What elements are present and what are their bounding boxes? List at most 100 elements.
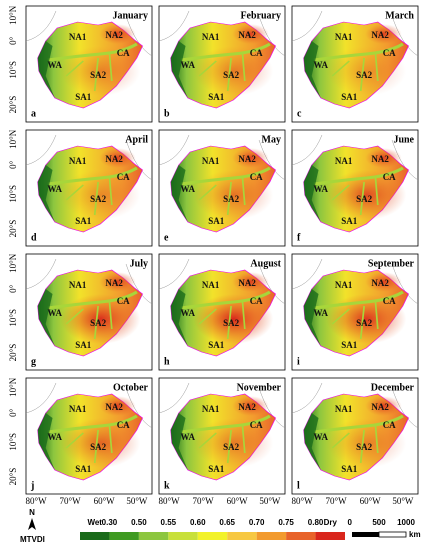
map-panel: November k NA1 NA2 CA WA SA2 SA1: [158, 377, 286, 495]
basin: [303, 145, 409, 233]
dry-area: [326, 418, 407, 468]
region-label: WA: [181, 60, 196, 70]
legend-tick: 0.50: [131, 518, 147, 527]
region-label: NA2: [371, 402, 389, 412]
region-label: NA2: [238, 154, 256, 164]
lon-label: 50°W: [392, 496, 414, 506]
river: [65, 53, 113, 92]
coastline: [291, 134, 419, 181]
region-label: NA1: [335, 32, 353, 42]
scale-unit: km: [409, 530, 421, 539]
region-label: SA2: [356, 194, 373, 204]
month-label: April: [125, 134, 148, 145]
scale-bar: [378, 531, 407, 538]
color-swatch: [138, 532, 169, 540]
lat-label: 10°N: [8, 253, 18, 273]
panel-letter: d: [31, 232, 37, 243]
lat-label: 10°S: [8, 309, 18, 327]
dry-area: [193, 418, 274, 468]
month-label: January: [112, 10, 148, 21]
region-label: CA: [383, 296, 396, 306]
panel-letter: f: [297, 232, 301, 243]
region-label: NA2: [105, 154, 123, 164]
dry-area: [193, 294, 274, 344]
lon-label: 70°W: [60, 496, 82, 506]
dry-area: [60, 418, 141, 468]
lat-label: 0°: [8, 160, 18, 169]
panel-letter: a: [31, 108, 36, 119]
north-label: N: [29, 508, 35, 517]
dry-area: [99, 396, 136, 416]
river: [313, 414, 404, 434]
region-label: SA1: [75, 216, 92, 226]
river: [331, 301, 379, 340]
basin: [170, 269, 276, 357]
panel-letter: c: [297, 108, 302, 119]
region-label: WA: [314, 184, 329, 194]
lon-label: 80°W: [26, 496, 48, 506]
map-panel: May e NA1 NA2 CA WA SA2 SA1: [158, 129, 286, 247]
wet-edge: [37, 413, 55, 470]
month-label: September: [368, 258, 415, 269]
lat-label: 10°S: [8, 61, 18, 79]
region-label: CA: [250, 420, 263, 430]
basin: [37, 269, 143, 357]
dry-area: [365, 272, 402, 292]
region-label: NA2: [238, 30, 256, 40]
region-label: WA: [181, 308, 196, 318]
river: [198, 425, 246, 464]
region-label: CA: [250, 296, 263, 306]
wet-edge: [303, 165, 321, 222]
panel-letter: j: [30, 480, 34, 491]
color-swatch: [256, 532, 287, 540]
month-label: November: [237, 382, 282, 393]
region-label: NA1: [69, 156, 87, 166]
region-label: NA2: [105, 402, 123, 412]
region-label: SA2: [223, 318, 240, 328]
region-label: CA: [117, 48, 130, 58]
wet-edge: [303, 413, 321, 470]
color-swatch: [109, 532, 139, 540]
lon-label: 70°W: [326, 496, 348, 506]
month-label: December: [371, 382, 415, 393]
legend-tick: 0.65: [219, 518, 235, 527]
lat-label: 20°S: [8, 344, 18, 362]
coastline: [25, 134, 153, 181]
lon-label: 70°W: [193, 496, 215, 506]
region-label: NA1: [69, 32, 87, 42]
region-label: WA: [48, 308, 63, 318]
dry-area: [99, 148, 136, 168]
wet-edge: [303, 41, 321, 98]
region-label: CA: [383, 420, 396, 430]
coastline: [158, 382, 286, 429]
map-panel: March c NA1 NA2 CA WA SA2 SA1: [291, 5, 419, 123]
wet-edge: [170, 289, 188, 346]
region-label: SA1: [75, 92, 92, 102]
region-label: NA1: [69, 404, 87, 414]
month-label: October: [113, 382, 149, 393]
region-label: NA2: [238, 402, 256, 412]
lat-label: 10°S: [8, 433, 18, 451]
region-label: SA2: [223, 194, 240, 204]
region-label: WA: [314, 60, 329, 70]
month-label: July: [130, 258, 148, 269]
color-swatch: [197, 532, 228, 540]
dry-area: [99, 24, 136, 44]
region-label: NA1: [202, 280, 220, 290]
legend-tick: 0.70: [249, 518, 265, 527]
basin: [37, 393, 143, 481]
coastline: [158, 134, 286, 181]
region-label: NA1: [202, 404, 220, 414]
month-label: February: [240, 10, 281, 21]
basin: [303, 393, 409, 481]
region-label: NA1: [335, 156, 353, 166]
region-label: SA1: [341, 216, 358, 226]
region-label: SA1: [341, 92, 358, 102]
lat-label: 20°S: [8, 220, 18, 238]
region-label: SA2: [356, 318, 373, 328]
region-label: SA1: [208, 216, 225, 226]
panel-letter: b: [164, 108, 170, 119]
dry-area: [326, 46, 407, 96]
lat-label: 10°N: [8, 377, 18, 397]
legend-tick: 0.55: [161, 518, 177, 527]
